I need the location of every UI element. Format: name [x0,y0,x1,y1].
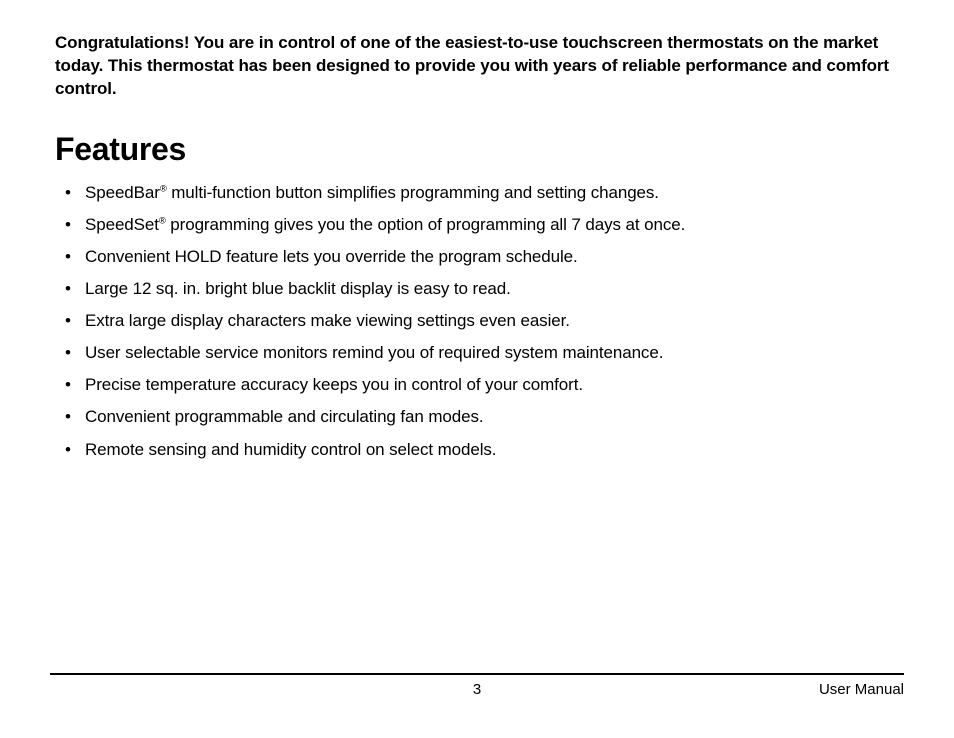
list-item: Precise temperature accuracy keeps you i… [55,374,904,396]
list-item: SpeedBar® multi-function button simplifi… [55,182,904,204]
registered-mark: ® [159,215,166,225]
feature-text: Large 12 sq. in. bright blue backlit dis… [85,279,511,298]
feature-text: User selectable service monitors remind … [85,343,663,362]
feature-text: Precise temperature accuracy keeps you i… [85,375,583,394]
list-item: User selectable service monitors remind … [55,342,904,364]
footer-rule [50,673,904,675]
feature-suffix: programming gives you the option of prog… [166,215,686,234]
list-item: Large 12 sq. in. bright blue backlit dis… [55,278,904,300]
list-item: Extra large display characters make view… [55,310,904,332]
list-item: SpeedSet® programming gives you the opti… [55,214,904,236]
manual-page: Congratulations! You are in control of o… [0,0,954,738]
feature-text: Extra large display characters make view… [85,311,570,330]
feature-prefix: SpeedSet [85,215,159,234]
feature-text: Convenient HOLD feature lets you overrid… [85,247,578,266]
intro-paragraph: Congratulations! You are in control of o… [55,32,904,101]
page-footer: 3 User Manual [50,673,904,698]
list-item: Convenient HOLD feature lets you overrid… [55,246,904,268]
features-heading: Features [55,131,904,168]
feature-text: Remote sensing and humidity control on s… [85,440,496,459]
list-item: Convenient programmable and circulating … [55,406,904,428]
page-number: 3 [335,681,620,698]
doc-title: User Manual [619,681,904,698]
list-item: Remote sensing and humidity control on s… [55,439,904,461]
footer-row: 3 User Manual [50,681,904,698]
registered-mark: ® [160,183,167,193]
feature-text: Convenient programmable and circulating … [85,407,484,426]
feature-prefix: SpeedBar [85,183,160,202]
feature-suffix: multi-function button simplifies program… [167,183,659,202]
features-list: SpeedBar® multi-function button simplifi… [55,182,904,461]
